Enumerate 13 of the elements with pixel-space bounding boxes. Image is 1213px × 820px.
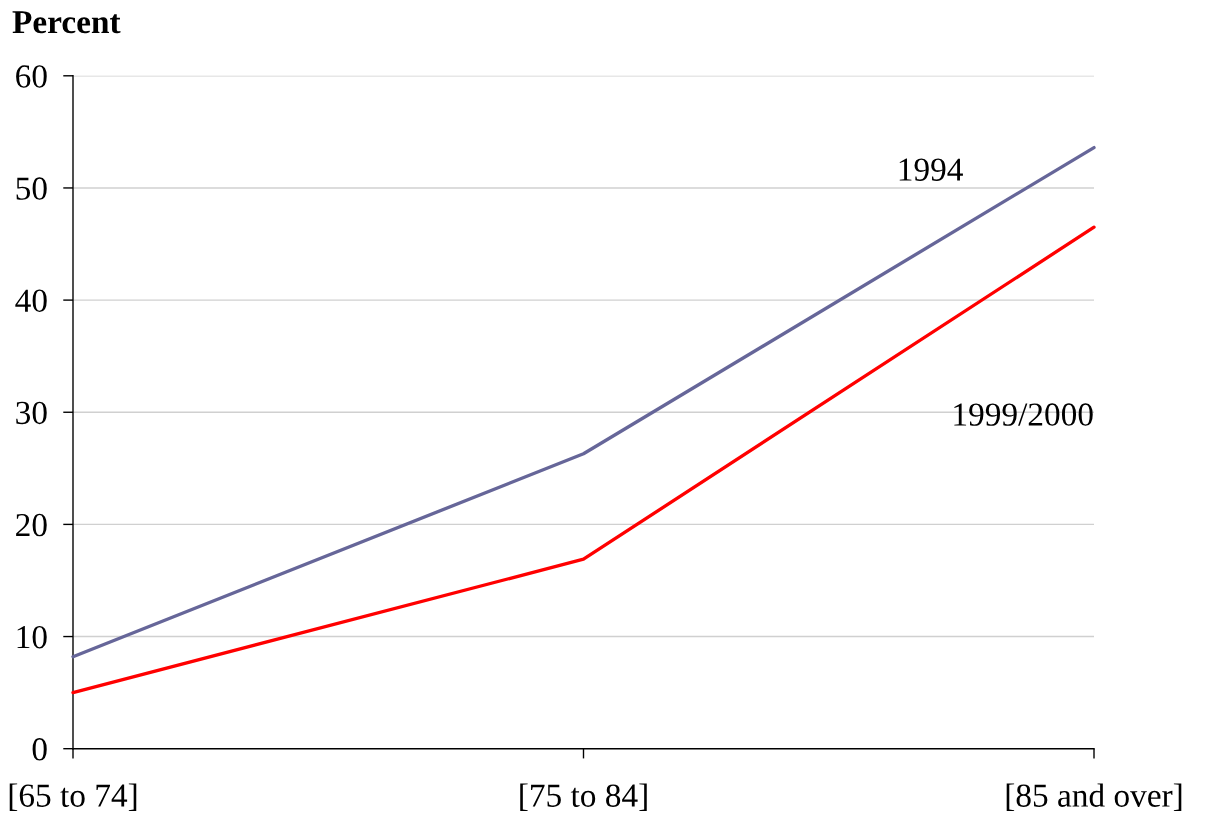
text: 1999/2000 (954, 403, 1093, 426)
series-label: 1994 (899, 158, 963, 181)
y-tick-label: 30 (16, 401, 47, 425)
x-tick-label: [65 to 74] (9, 783, 137, 812)
y-tick-label: 0 (32, 738, 47, 761)
y-tick-label: 60 (16, 65, 47, 88)
y-tick-label: 50 (16, 177, 47, 200)
y-axis-title: Percent (12, 11, 121, 34)
y-tick-label: 20 (16, 513, 47, 537)
y-tick-label: 10 (17, 625, 47, 649)
x-tick-label: [85 and over] (1006, 783, 1182, 812)
y-tick-label: 40 (15, 289, 47, 312)
x-tick-label: [75 to 84] (520, 783, 647, 812)
